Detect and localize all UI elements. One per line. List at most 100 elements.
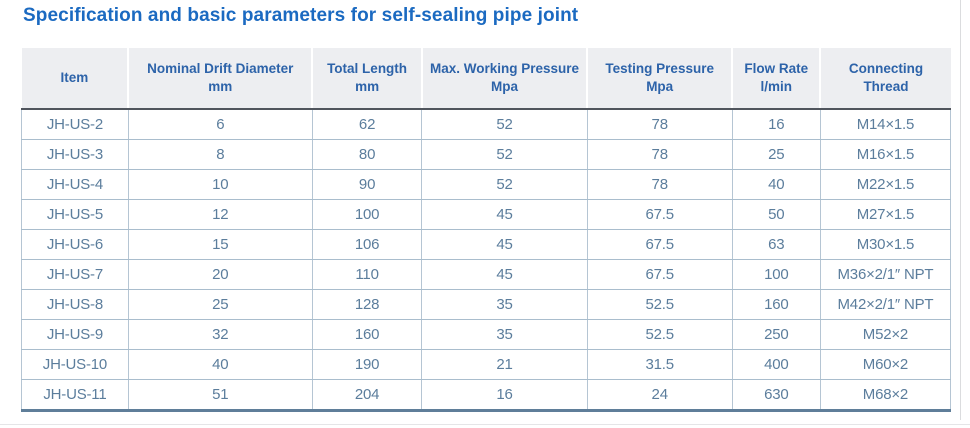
column-header-0: Item: [21, 48, 129, 110]
value-cell: 52.5: [587, 289, 733, 320]
value-cell: 45: [421, 199, 588, 230]
item-cell: JH-US-10: [21, 349, 129, 380]
column-header-4: Testing Pressure Mpa: [586, 48, 733, 110]
value-cell: M16×1.5: [820, 139, 952, 170]
item-cell: JH-US-2: [21, 109, 129, 140]
column-label: Nominal Drift Diameter: [147, 61, 294, 77]
value-cell: 204: [312, 379, 423, 412]
spec-table: Item Nominal Drift Diameter mm Total Length…: [21, 48, 952, 412]
value-cell: 78: [587, 169, 733, 200]
value-cell: 10: [128, 169, 313, 200]
column-header-3: Max. Working Pressure Mpa: [420, 48, 588, 110]
table-row: JH-US-3 8 80 52 78 25 M16×1.5: [21, 139, 952, 170]
value-cell: 35: [421, 289, 588, 320]
value-cell: 90: [312, 169, 423, 200]
column-unit: l/min: [760, 79, 793, 94]
table-row: JH-US-2 6 62 52 78 16 M14×1.5: [21, 109, 952, 140]
item-cell: JH-US-3: [21, 139, 129, 170]
page-edge-right-divider: [960, 0, 961, 420]
column-header-5: Flow Rate l/min: [731, 48, 821, 110]
value-cell: 250: [732, 319, 821, 350]
value-cell: 21: [421, 349, 588, 380]
column-label: Flow Rate: [744, 61, 809, 77]
column-unit: mm: [355, 79, 380, 94]
column-header-2: Total Length mm: [311, 48, 422, 110]
item-cell: JH-US-9: [21, 319, 129, 350]
table-row: JH-US-10 40 190 21 31.5 400 M60×2: [21, 349, 952, 380]
value-cell: M42×2/1″ NPT: [820, 289, 952, 320]
value-cell: M30×1.5: [820, 229, 952, 260]
column-header-6: Connecting Thread: [819, 48, 951, 110]
value-cell: 67.5: [587, 199, 733, 230]
value-cell: M52×2: [820, 319, 952, 350]
value-cell: 78: [587, 139, 733, 170]
column-label: Connecting Thread: [848, 61, 924, 94]
value-cell: 45: [421, 229, 588, 260]
column-label: Total Length: [327, 61, 408, 77]
value-cell: 16: [421, 379, 588, 412]
value-cell: 63: [732, 229, 821, 260]
table-body: JH-US-2 6 62 52 78 16 M14×1.5 JH-US-3 8 80 52 78 25 M…: [21, 109, 952, 412]
value-cell: 31.5: [587, 349, 733, 380]
value-cell: 110: [312, 259, 423, 290]
value-cell: 8: [128, 139, 313, 170]
column-unit: Mpa: [646, 79, 674, 94]
value-cell: 20: [128, 259, 313, 290]
value-cell: M36×2/1″ NPT: [820, 259, 952, 290]
column-unit: Mpa: [491, 79, 519, 94]
column-label: Item: [60, 70, 89, 86]
item-cell: JH-US-6: [21, 229, 129, 260]
value-cell: 67.5: [587, 259, 733, 290]
column-unit: mm: [208, 79, 233, 94]
column-label: Max. Working Pressure: [430, 61, 580, 77]
value-cell: 52: [421, 169, 588, 200]
value-cell: 52: [421, 109, 588, 140]
table-row: JH-US-11 51 204 16 24 630 M68×2: [21, 379, 952, 412]
item-cell: JH-US-7: [21, 259, 129, 290]
value-cell: 80: [312, 139, 423, 170]
value-cell: 15: [128, 229, 313, 260]
value-cell: M27×1.5: [820, 199, 952, 230]
value-cell: 50: [732, 199, 821, 230]
column-label: Testing Pressure: [605, 61, 714, 77]
value-cell: 32: [128, 319, 313, 350]
value-cell: 40: [128, 349, 313, 380]
value-cell: 45: [421, 259, 588, 290]
page-title: Specification and basic parameters for s…: [23, 5, 579, 26]
value-cell: 52.5: [587, 319, 733, 350]
value-cell: 16: [732, 109, 821, 140]
item-cell: JH-US-5: [21, 199, 129, 230]
table-row: JH-US-4 10 90 52 78 40 M22×1.5: [21, 169, 952, 200]
value-cell: M22×1.5: [820, 169, 952, 200]
value-cell: M14×1.5: [820, 109, 952, 140]
item-cell: JH-US-11: [21, 379, 129, 412]
value-cell: 160: [732, 289, 821, 320]
page-edge-bottom-divider: [0, 424, 970, 425]
value-cell: 100: [732, 259, 821, 290]
value-cell: 25: [732, 139, 821, 170]
header-row: Item Nominal Drift Diameter mm Total Length…: [21, 48, 951, 110]
value-cell: 24: [587, 379, 733, 412]
table-row: JH-US-6 15 106 45 67.5 63 M30×1.5: [21, 229, 952, 260]
value-cell: 78: [587, 109, 733, 140]
item-cell: JH-US-8: [21, 289, 129, 320]
table-row: JH-US-9 32 160 35 52.5 250 M52×2: [21, 319, 952, 350]
table-row: JH-US-8 25 128 35 52.5 160 M42×2/1″ NPT: [21, 289, 952, 320]
value-cell: 106: [312, 229, 423, 260]
table-row: JH-US-5 12 100 45 67.5 50 M27×1.5: [21, 199, 952, 230]
value-cell: 6: [128, 109, 313, 140]
value-cell: 400: [732, 349, 821, 380]
value-cell: 190: [312, 349, 423, 380]
value-cell: M68×2: [820, 379, 952, 412]
value-cell: 62: [312, 109, 423, 140]
value-cell: 12: [128, 199, 313, 230]
value-cell: M60×2: [820, 349, 952, 380]
table-row: JH-US-7 20 110 45 67.5 100 M36×2/1″ NPT: [21, 259, 952, 290]
value-cell: 100: [312, 199, 423, 230]
value-cell: 160: [312, 319, 423, 350]
table-header: Item Nominal Drift Diameter mm Total Length…: [21, 48, 951, 110]
value-cell: 67.5: [587, 229, 733, 260]
value-cell: 35: [421, 319, 588, 350]
column-header-1: Nominal Drift Diameter mm: [127, 48, 313, 110]
